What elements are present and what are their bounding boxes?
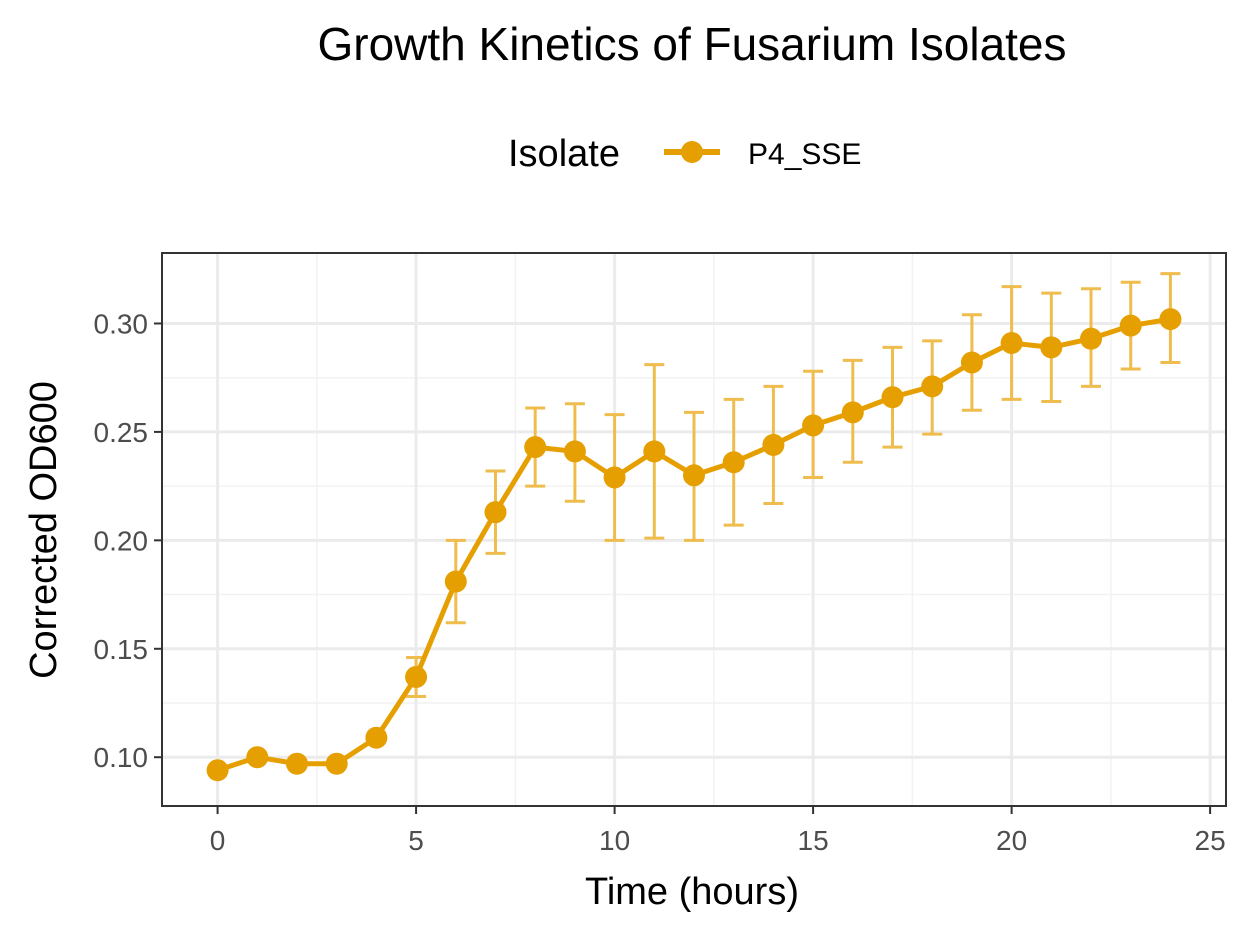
data-point — [802, 414, 825, 437]
data-point — [1119, 314, 1142, 337]
x-tick-label: 5 — [408, 825, 424, 856]
data-point — [444, 570, 467, 593]
data-point — [246, 746, 269, 769]
data-point — [365, 726, 388, 749]
y-tick-label: 0.15 — [94, 634, 149, 665]
legend-key-marker — [681, 141, 703, 163]
x-axis-title: Time (hours) — [585, 871, 799, 913]
y-tick-label: 0.30 — [94, 308, 149, 339]
series-markers — [206, 308, 1182, 782]
data-point — [603, 466, 626, 489]
legend: Isolate P4_SSE — [508, 133, 861, 175]
data-point — [524, 436, 547, 459]
data-point — [841, 401, 864, 424]
legend-label: P4_SSE — [748, 138, 861, 171]
data-point — [484, 501, 507, 524]
y-axis: 0.10 0.15 0.20 0.25 0.30 — [94, 308, 162, 773]
grid-minor — [162, 253, 1226, 806]
data-point — [921, 375, 944, 398]
data-point — [325, 752, 348, 775]
data-point — [1040, 336, 1063, 359]
data-point — [563, 440, 586, 463]
x-tick-label: 20 — [996, 825, 1027, 856]
x-axis: 0 5 10 15 20 25 — [210, 806, 1226, 856]
data-point — [405, 665, 428, 688]
x-tick-label: 10 — [599, 825, 630, 856]
y-axis-title: Corrected OD600 — [23, 381, 65, 679]
legend-title: Isolate — [508, 133, 620, 175]
data-point — [1000, 331, 1023, 354]
x-tick-label: 25 — [1195, 825, 1226, 856]
data-point — [960, 351, 983, 374]
data-point — [762, 433, 785, 456]
data-point — [722, 451, 745, 474]
data-point — [285, 752, 308, 775]
y-tick-label: 0.10 — [94, 742, 149, 773]
y-tick-label: 0.20 — [94, 525, 149, 556]
data-point — [206, 759, 229, 782]
y-tick-label: 0.25 — [94, 417, 149, 448]
x-tick-label: 0 — [210, 825, 226, 856]
data-point — [1159, 308, 1182, 331]
data-point — [881, 386, 904, 409]
x-tick-label: 15 — [798, 825, 829, 856]
data-point — [1080, 327, 1103, 350]
data-point — [683, 464, 705, 487]
chart-title: Growth Kinetics of Fusarium Isolates — [317, 18, 1066, 70]
plot-panel-border — [161, 252, 1227, 807]
data-point — [643, 440, 666, 463]
